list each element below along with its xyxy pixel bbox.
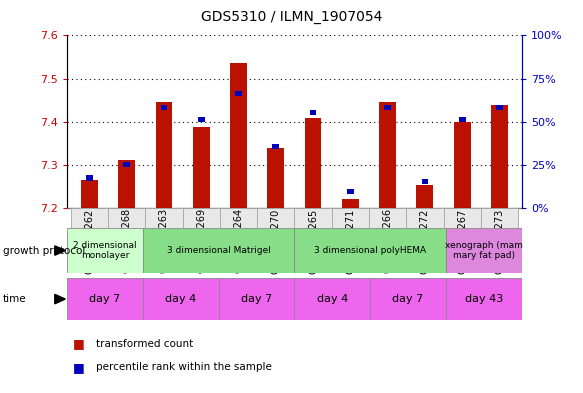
- Bar: [143, 278, 219, 320]
- Bar: [219, 278, 294, 320]
- Bar: [342, 199, 359, 208]
- Text: GDS5310 / ILMN_1907054: GDS5310 / ILMN_1907054: [201, 10, 382, 24]
- Text: GSM1044262: GSM1044262: [85, 208, 94, 274]
- Text: transformed count: transformed count: [96, 339, 194, 349]
- Bar: [332, 208, 369, 228]
- Text: xenograph (mam
mary fat pad): xenograph (mam mary fat pad): [445, 241, 523, 260]
- Bar: [118, 160, 135, 208]
- Bar: [379, 102, 396, 208]
- Text: time: time: [3, 294, 27, 304]
- Text: GSM1044273: GSM1044273: [494, 208, 504, 274]
- Bar: [108, 208, 145, 228]
- Bar: [86, 175, 93, 181]
- Text: day 7: day 7: [241, 294, 272, 304]
- Bar: [454, 122, 470, 208]
- Bar: [347, 189, 354, 195]
- Bar: [268, 148, 284, 208]
- Polygon shape: [55, 294, 65, 304]
- Text: GSM1044271: GSM1044271: [345, 208, 355, 274]
- Text: growth protocol: growth protocol: [3, 246, 85, 255]
- Bar: [160, 105, 167, 110]
- Bar: [257, 208, 294, 228]
- Text: GSM1044264: GSM1044264: [234, 208, 244, 274]
- Bar: [459, 117, 465, 122]
- Bar: [406, 208, 444, 228]
- Text: GSM1044270: GSM1044270: [271, 208, 281, 274]
- Bar: [235, 91, 242, 96]
- Text: GSM1044263: GSM1044263: [159, 208, 169, 274]
- Bar: [294, 278, 370, 320]
- Bar: [481, 208, 518, 228]
- Bar: [422, 179, 429, 184]
- Bar: [272, 144, 279, 149]
- Text: 2 dimensional
monolayer: 2 dimensional monolayer: [73, 241, 137, 260]
- Text: 3 dimensional polyHEMA: 3 dimensional polyHEMA: [314, 246, 426, 255]
- Bar: [220, 208, 257, 228]
- Bar: [369, 208, 406, 228]
- Text: ■: ■: [73, 361, 85, 374]
- Bar: [496, 105, 503, 110]
- Bar: [491, 105, 508, 208]
- Bar: [67, 278, 143, 320]
- Bar: [446, 278, 522, 320]
- Bar: [446, 228, 522, 273]
- Bar: [198, 117, 205, 122]
- Bar: [145, 208, 182, 228]
- Bar: [310, 110, 317, 115]
- Text: ■: ■: [73, 337, 85, 351]
- Bar: [305, 118, 321, 208]
- Bar: [143, 228, 294, 273]
- Text: day 7: day 7: [89, 294, 121, 304]
- Text: GSM1044269: GSM1044269: [196, 208, 206, 274]
- Text: GSM1044268: GSM1044268: [122, 208, 132, 274]
- Bar: [182, 208, 220, 228]
- Text: GSM1044266: GSM1044266: [382, 208, 392, 274]
- Text: day 7: day 7: [392, 294, 424, 304]
- Bar: [71, 208, 108, 228]
- Bar: [230, 63, 247, 208]
- Bar: [124, 162, 130, 167]
- Bar: [294, 228, 446, 273]
- Bar: [156, 102, 173, 208]
- Text: GSM1044272: GSM1044272: [420, 208, 430, 274]
- Text: GSM1044265: GSM1044265: [308, 208, 318, 274]
- Bar: [370, 278, 446, 320]
- Text: day 4: day 4: [165, 294, 196, 304]
- Bar: [294, 208, 332, 228]
- Bar: [193, 127, 210, 208]
- Bar: [81, 180, 98, 208]
- Bar: [384, 105, 391, 110]
- Bar: [416, 185, 433, 208]
- Text: GSM1044267: GSM1044267: [457, 208, 467, 274]
- Bar: [67, 228, 143, 273]
- Polygon shape: [55, 246, 65, 255]
- Text: percentile rank within the sample: percentile rank within the sample: [96, 362, 272, 373]
- Bar: [444, 208, 481, 228]
- Text: day 43: day 43: [465, 294, 503, 304]
- Text: day 4: day 4: [317, 294, 348, 304]
- Text: 3 dimensional Matrigel: 3 dimensional Matrigel: [167, 246, 271, 255]
